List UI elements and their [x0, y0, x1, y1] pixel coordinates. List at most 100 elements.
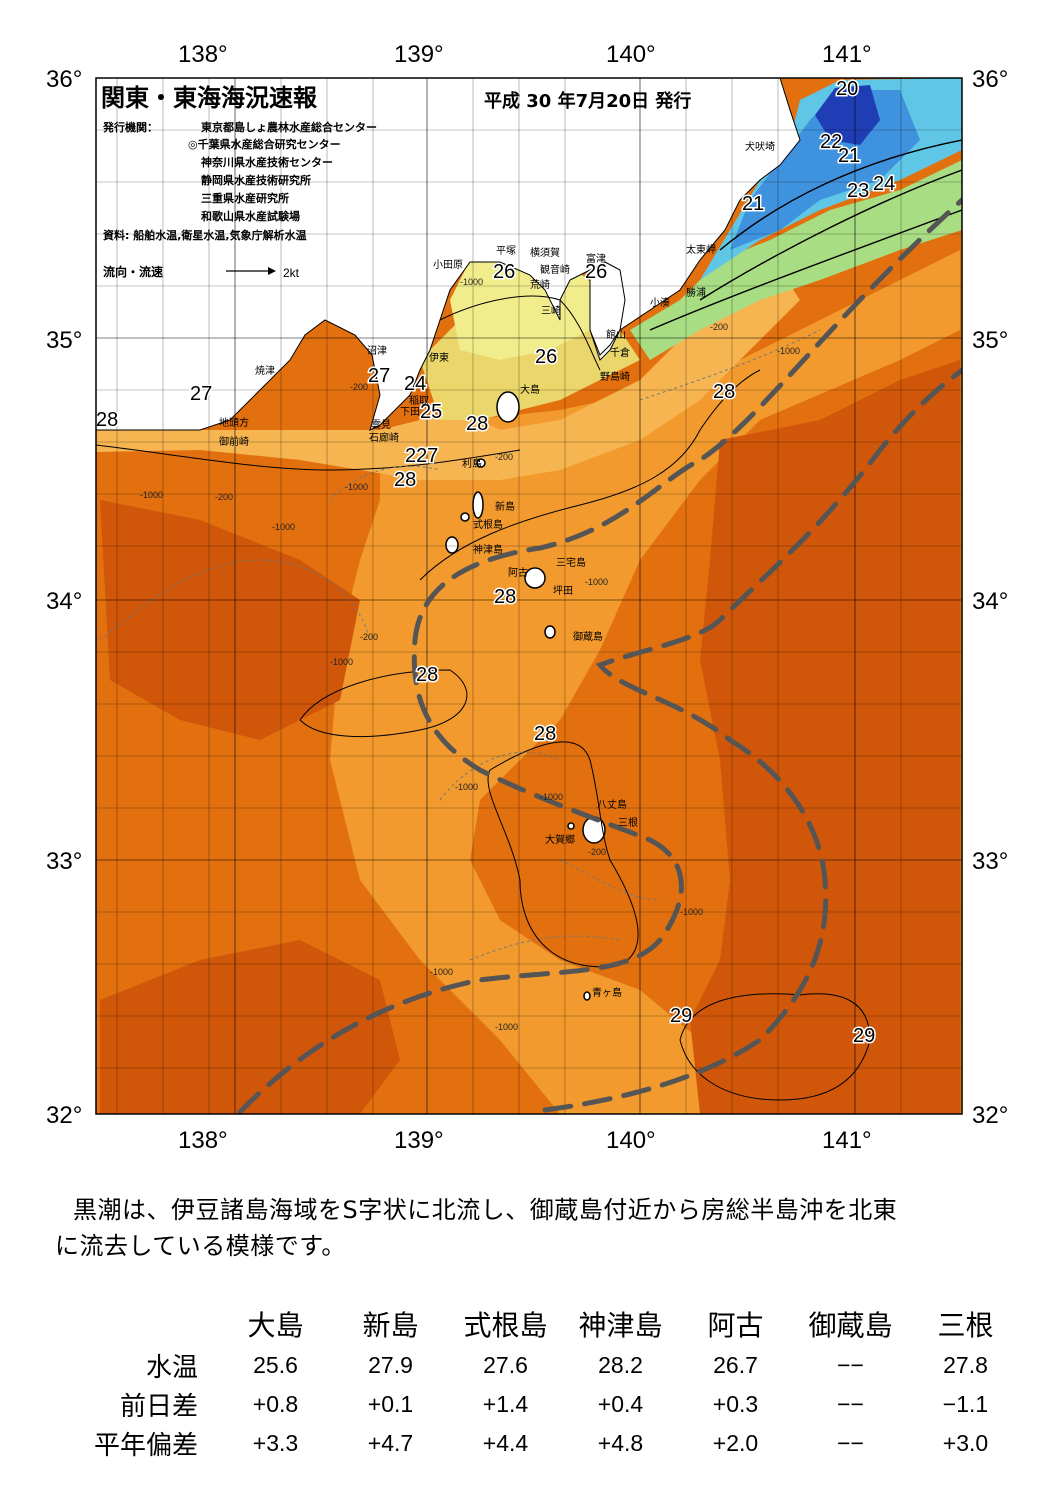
station-header: 神津島 [578, 1310, 663, 1341]
temp-label: 24 [404, 373, 426, 395]
place-name: 勝浦 [686, 286, 706, 299]
lon-label-bottom: 139° [394, 1127, 444, 1154]
station-header: 阿古 [707, 1310, 764, 1341]
temp-label: 23 [847, 180, 869, 202]
table-cell: 27.6 [483, 1352, 528, 1378]
table-corner [66, 1302, 218, 1346]
temp-label: 28 [466, 413, 488, 435]
station-header: 新島 [362, 1310, 419, 1341]
land-honshu [96, 78, 801, 431]
sea-hot-zone-south [100, 940, 400, 1114]
place-name: 野島崎 [600, 370, 630, 383]
table-cell: +0.3 [712, 1391, 759, 1417]
table-row: 水温 25.6 27.9 27.6 28.2 26.7 −− 27.8 [66, 1346, 1023, 1385]
table-row: 前日差 +0.8 +0.1 +1.4 +0.4 +0.3 −− −1.1 [66, 1385, 1023, 1424]
place-name: 富津 [586, 252, 606, 265]
place-name: 平塚 [496, 245, 516, 257]
sea-darkblue-zone [815, 85, 880, 145]
issuer: 神奈川県水産技術センター [201, 155, 333, 169]
table-cell: −− [837, 1391, 864, 1417]
place-name: 稲取 [409, 395, 429, 407]
lon-label-bottom: 140° [606, 1127, 656, 1154]
place-name: 千倉 [610, 346, 630, 359]
temp-label: 28 [713, 381, 735, 403]
temp-label: 27 [416, 445, 438, 467]
temp-label: 25 [420, 401, 442, 423]
table-cell: 27.9 [368, 1352, 413, 1378]
place-name: 館山 [606, 328, 626, 341]
sea-mid-coastal [96, 270, 800, 480]
lon-label-bottom: 141° [822, 1127, 872, 1154]
table-cell: −− [837, 1430, 864, 1456]
lat-label-left: 33° [46, 848, 82, 875]
sea-green-zone [630, 160, 962, 360]
lon-label-top: 140° [606, 41, 656, 68]
place-name: 三根 [618, 816, 638, 829]
issuer: ◎千葉県水産総合研究センター [188, 137, 341, 151]
flow-legend-speed: 2kt [283, 266, 300, 280]
place-name: 雲見 [371, 419, 391, 431]
place-names: 犬吠埼 太東岬 勝浦 小湊 館山 千倉 野島崎 富津 観音崎 横須賀 荒崎 三崎… [219, 140, 775, 999]
depth-label: -200 [215, 492, 233, 502]
place-name: 式根島 [473, 518, 503, 531]
island-aogashima [583, 991, 591, 1001]
temp-label: 28 [96, 409, 118, 431]
flow-legend-label: 流向・流速 [103, 264, 163, 279]
place-name: 三崎 [541, 304, 561, 317]
depth-label: -1000 [330, 657, 353, 667]
place-name: 御前崎 [219, 435, 249, 448]
lat-label-right: 33° [972, 848, 1008, 875]
place-name: 大賀郷 [545, 833, 575, 846]
land-boso [589, 261, 626, 356]
data-sources: 資料: 船舶水温,衛星水温,気象庁解析水温 [103, 228, 307, 242]
island-mikurajima [544, 625, 556, 639]
table-cell: −− [837, 1352, 864, 1378]
place-name: 八丈島 [597, 798, 627, 811]
depth-label: -1000 [777, 346, 800, 356]
flow-legend-arrow [226, 267, 276, 275]
issuer-list: 東京都島しょ農林水産総合センター ◎千葉県水産総合研究センター 神奈川県水産技術… [188, 120, 377, 223]
summary-line-2: に流去している模様です。 [55, 1232, 346, 1260]
island-shikinejima [460, 512, 470, 522]
place-name: 石廊崎 [369, 431, 399, 444]
observation-table: 大島 新島 式根島 神津島 阿古 御蔵島 三根 水温 25.6 27.9 27.… [66, 1302, 1023, 1463]
sea-temperature-map: 20 22 21 21 23 24 26 26 26 27 24 25 27 2… [46, 41, 1008, 1154]
table-cell: +1.4 [482, 1391, 529, 1417]
place-name: 坪田 [553, 584, 573, 597]
temp-label: 26 [493, 261, 515, 283]
lon-label-bottom: 138° [178, 1127, 228, 1154]
place-name: 小湊 [650, 296, 670, 309]
lat-label-right: 35° [972, 327, 1008, 354]
lat-label-right: 32° [972, 1102, 1008, 1129]
isotherms [96, 139, 962, 1101]
depth-label: -1000 [345, 482, 368, 492]
station-header: 式根島 [463, 1310, 548, 1341]
table-cell: 25.6 [253, 1352, 298, 1378]
map-frame [95, 77, 963, 1115]
kuroshio-summary: 黒潮は、伊豆諸島海域をS字状に北流し、御蔵島付近から房総半島沖を北東 に流去して… [55, 1192, 1015, 1264]
depth-label: -1000 [585, 577, 608, 587]
place-name: 沼津 [367, 344, 387, 357]
sea-hot-zone-east [690, 360, 960, 1114]
issuer: 東京都島しょ農林水産総合センター [201, 120, 377, 134]
issuer: 和歌山県水産試験場 [201, 209, 300, 223]
issuer: 三重県水産研究所 [201, 191, 289, 205]
temp-label: 29 [853, 1025, 875, 1047]
place-name: 新島 [495, 500, 515, 513]
depth-label: -200 [360, 632, 378, 642]
table-cell: +0.1 [367, 1391, 414, 1417]
depth-label: -1000 [272, 522, 295, 532]
place-name: 御蔵島 [573, 630, 603, 643]
depth-label: -1000 [680, 907, 703, 917]
place-name: 太東岬 [686, 243, 716, 256]
temp-label: 22 [820, 131, 842, 153]
depth-label: -1000 [455, 782, 478, 792]
map-title: 関東・東海海況速報 [101, 84, 318, 112]
place-name: 神津島 [473, 543, 503, 556]
depth-label: -1000 [430, 967, 453, 977]
table-cell: +3.3 [252, 1430, 299, 1456]
issuer: 静岡県水産技術研究所 [201, 173, 311, 187]
table-cell: +4.4 [482, 1430, 529, 1456]
table-header-row: 大島 新島 式根島 神津島 阿古 御蔵島 三根 [66, 1302, 1023, 1346]
place-name: 焼津 [255, 365, 275, 377]
